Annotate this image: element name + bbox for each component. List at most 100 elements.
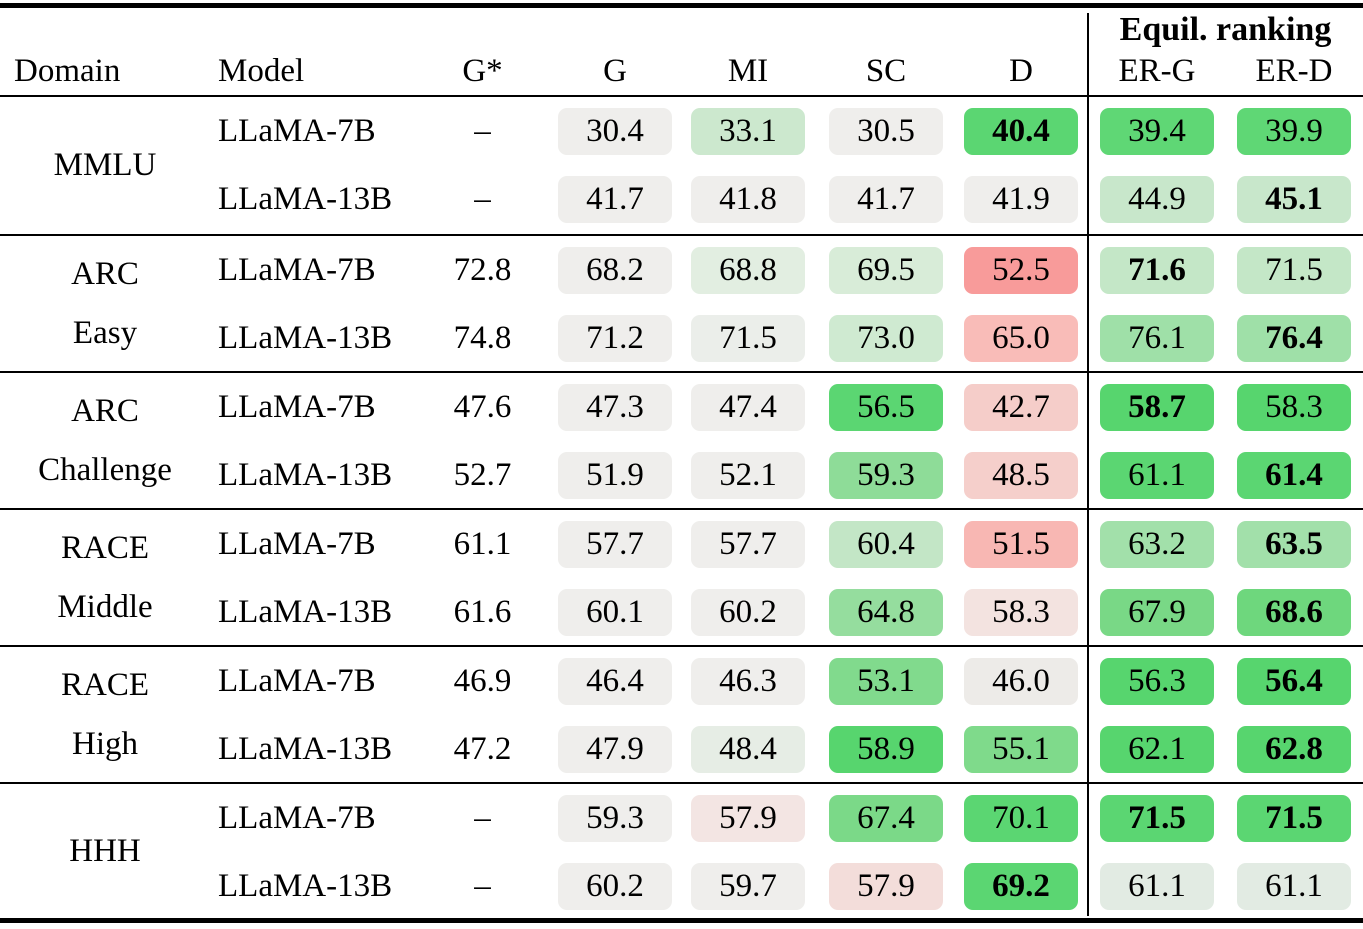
model-name: LLaMA-7B: [218, 799, 376, 836]
header-model: Model: [218, 52, 305, 89]
score-cell-er-g: 58.7: [1100, 383, 1214, 431]
score-cell-er-g: 67.9: [1100, 589, 1214, 636]
score-cell-sc: 60.4: [829, 520, 943, 568]
score-cell-mi: 47.4: [691, 383, 805, 431]
gstar-value: –: [474, 868, 491, 905]
score-cell-d: 41.9: [964, 176, 1078, 223]
score-cell-er-g: 61.1: [1100, 863, 1214, 910]
table-row: LLaMA-7B 47.6 47.3 47.4 56.5 42.7 58.7 5…: [0, 373, 1363, 442]
score-cell-d: 69.2: [964, 863, 1078, 910]
score-cell-er-g: 71.6: [1100, 246, 1214, 294]
score-cell-sc: 67.4: [829, 794, 943, 842]
score-cell-mi: 57.7: [691, 520, 805, 568]
gstar-value: –: [474, 112, 491, 149]
table-row: LLaMA-13B 61.6 60.1 60.2 64.8 58.3 67.9 …: [0, 579, 1363, 648]
gstar-value: 47.6: [453, 388, 512, 425]
model-name: LLaMA-7B: [218, 112, 376, 149]
score-cell-g: 47.9: [558, 726, 672, 773]
table-row: LLaMA-7B – 30.4 33.1 30.5 40.4 39.4 39.9: [0, 97, 1363, 166]
table-row: LLaMA-13B – 41.7 41.8 41.7 41.9 44.9 45.…: [0, 166, 1363, 235]
table-header: Domain Model G* G MI SC D Equil. ranking…: [0, 8, 1363, 95]
bottom-rule: [0, 918, 1363, 923]
domain-label: RACE High: [0, 647, 210, 782]
gstar-value: –: [474, 799, 491, 836]
score-cell-d: 55.1: [964, 726, 1078, 773]
score-cell-er-g: 71.5: [1100, 794, 1214, 842]
score-cell-er-g: 44.9: [1100, 176, 1214, 223]
score-cell-er-g: 62.1: [1100, 726, 1214, 773]
gstar-value: 74.8: [453, 320, 512, 357]
table-row: LLaMA-13B – 60.2 59.7 57.9 69.2 61.1 61.…: [0, 853, 1363, 922]
domain-line: MMLU: [53, 147, 157, 183]
score-cell-sc: 69.5: [829, 246, 943, 294]
score-cell-sc: 58.9: [829, 726, 943, 773]
table-row: LLaMA-13B 74.8 71.2 71.5 73.0 65.0 76.1 …: [0, 305, 1363, 374]
score-cell-sc: 56.5: [829, 383, 943, 431]
domain-line: Middle: [57, 588, 153, 625]
domain-label: RACE Middle: [0, 510, 210, 645]
score-cell-d: 52.5: [964, 246, 1078, 294]
score-cell-mi: 33.1: [691, 107, 805, 155]
score-cell-g: 57.7: [558, 520, 672, 568]
score-cell-sc: 30.5: [829, 107, 943, 155]
score-cell-d: 42.7: [964, 383, 1078, 431]
model-name: LLaMA-7B: [218, 251, 376, 288]
gstar-value: 46.9: [453, 662, 512, 699]
score-cell-er-g: 61.1: [1100, 452, 1214, 499]
score-cell-mi: 46.3: [691, 657, 805, 705]
score-cell-sc: 57.9: [829, 863, 943, 910]
header-gstar: G*: [462, 52, 503, 89]
score-cell-d: 58.3: [964, 589, 1078, 636]
header-domain: Domain: [14, 52, 121, 89]
score-cell-er-g: 63.2: [1100, 520, 1214, 568]
section-race-high: RACE High LLaMA-7B 46.9 46.4 46.3 53.1 4…: [0, 645, 1363, 782]
score-cell-er-d: 45.1: [1237, 176, 1351, 223]
gstar-value: 61.6: [453, 594, 512, 631]
score-cell-sc: 64.8: [829, 589, 943, 636]
equil-column-divider: [1087, 13, 1089, 916]
top-rule: [0, 3, 1363, 8]
model-name: LLaMA-7B: [218, 662, 376, 699]
gstar-value: 52.7: [453, 457, 512, 494]
score-cell-mi: 60.2: [691, 589, 805, 636]
domain-line: High: [72, 725, 138, 762]
score-cell-er-d: 56.4: [1237, 657, 1351, 705]
model-name: LLaMA-13B: [218, 731, 393, 768]
domain-label: HHH: [0, 784, 210, 919]
header-rule: [0, 95, 1363, 97]
header-d: D: [1009, 52, 1033, 89]
section-race-middle: RACE Middle LLaMA-7B 61.1 57.7 57.7 60.4…: [0, 508, 1363, 645]
score-cell-g: 47.3: [558, 383, 672, 431]
score-cell-g: 46.4: [558, 657, 672, 705]
score-cell-d: 70.1: [964, 794, 1078, 842]
model-name: LLaMA-13B: [218, 868, 393, 905]
table-row: LLaMA-7B 46.9 46.4 46.3 53.1 46.0 56.3 5…: [0, 647, 1363, 716]
score-cell-mi: 71.5: [691, 315, 805, 362]
score-cell-er-d: 61.4: [1237, 452, 1351, 499]
score-cell-g: 71.2: [558, 315, 672, 362]
score-cell-er-d: 71.5: [1237, 794, 1351, 842]
header-er-g: ER-G: [1118, 52, 1196, 89]
score-cell-sc: 73.0: [829, 315, 943, 362]
gstar-value: 72.8: [453, 251, 512, 288]
model-name: LLaMA-7B: [218, 388, 376, 425]
table-row: LLaMA-13B 52.7 51.9 52.1 59.3 48.5 61.1 …: [0, 442, 1363, 511]
score-cell-g: 68.2: [558, 246, 672, 294]
gstar-value: 47.2: [453, 731, 512, 768]
header-sc: SC: [865, 52, 907, 89]
domain-label: ARC Challenge: [0, 373, 210, 508]
score-cell-er-d: 61.1: [1237, 863, 1351, 910]
domain-line: RACE: [60, 666, 149, 703]
score-cell-g: 59.3: [558, 794, 672, 842]
score-cell-g: 30.4: [558, 107, 672, 155]
score-cell-sc: 59.3: [829, 452, 943, 499]
score-cell-mi: 57.9: [691, 794, 805, 842]
gstar-value: 61.1: [453, 525, 512, 562]
score-cell-sc: 53.1: [829, 657, 943, 705]
score-cell-d: 48.5: [964, 452, 1078, 499]
domain-label: MMLU: [0, 97, 210, 234]
domain-line: Challenge: [38, 451, 172, 488]
section-arc-easy: ARC Easy LLaMA-7B 72.8 68.2 68.8 69.5 52…: [0, 234, 1363, 371]
header-equil-ranking: Equil. ranking: [1119, 11, 1332, 48]
